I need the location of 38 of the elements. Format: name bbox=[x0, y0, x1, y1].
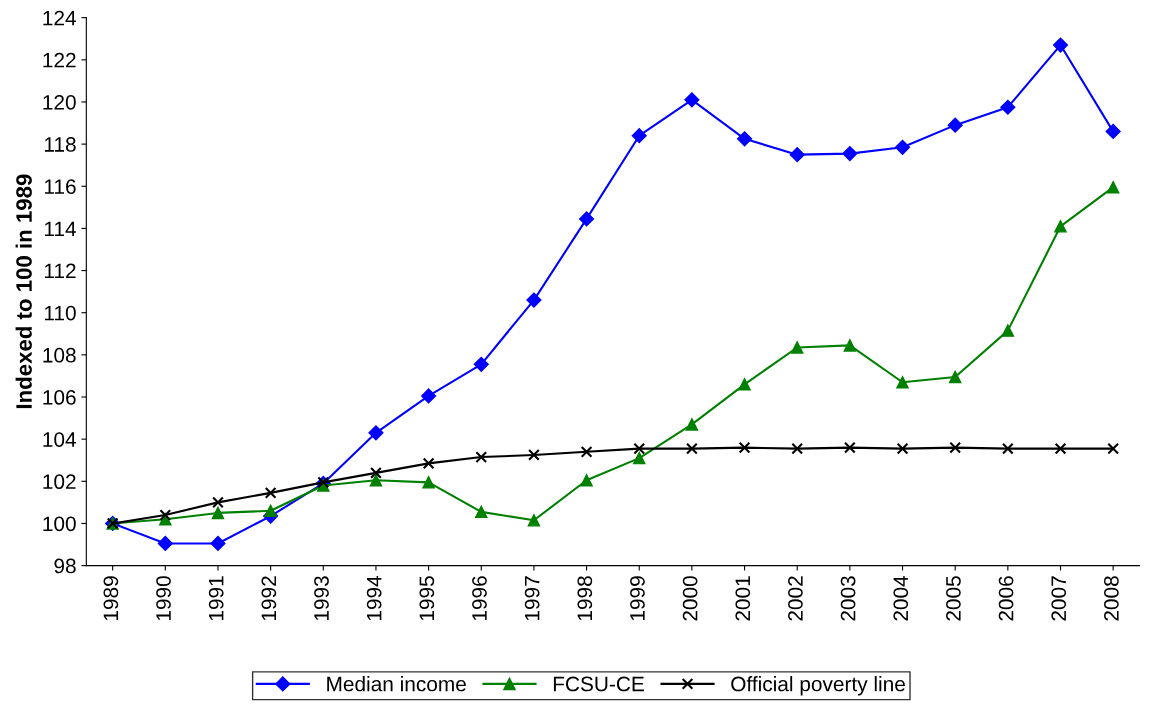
x-tick-label: 2002 bbox=[788, 576, 803, 621]
x-tick-label: 2000 bbox=[682, 576, 698, 621]
x-tick-label: 2006 bbox=[998, 576, 1014, 621]
y-tick-label: 100 bbox=[43, 516, 76, 532]
y-tick-label: 124 bbox=[43, 10, 76, 26]
x-tick-label: 1992 bbox=[261, 576, 277, 621]
legend-label: FCSU-CE bbox=[553, 676, 644, 692]
legend-label: Median income bbox=[327, 676, 466, 692]
x-tick-label: 2003 bbox=[840, 576, 856, 621]
y-tick-label: 104 bbox=[43, 432, 76, 447]
x-tick-label: 2004 bbox=[893, 575, 909, 621]
x-tick-label: 2001 bbox=[735, 576, 751, 621]
x-tick-label: 2005 bbox=[946, 576, 961, 621]
y-tick-label: 102 bbox=[43, 474, 76, 490]
y-tick-label: 120 bbox=[43, 94, 76, 110]
x-tick-label: 1994 bbox=[366, 575, 382, 621]
y-tick-label: 122 bbox=[43, 52, 76, 68]
legend-label: Official poverty line bbox=[731, 676, 905, 696]
x-tick-label: 1997 bbox=[524, 576, 540, 621]
y-tick-label: 112 bbox=[44, 263, 76, 279]
x-tick-label: 1996 bbox=[472, 576, 487, 621]
x-tick-label: 1991 bbox=[208, 576, 224, 621]
x-tick-label: 2008 bbox=[1104, 576, 1119, 621]
y-tick-label: 108 bbox=[43, 347, 76, 363]
x-tick-label: 1998 bbox=[577, 576, 593, 621]
y-tick-label: 98 bbox=[54, 558, 76, 574]
x-tick-label: 1989 bbox=[103, 576, 119, 621]
x-tick-label: 2007 bbox=[1051, 576, 1067, 621]
y-tick-label: 114 bbox=[44, 221, 76, 236]
y-tick-label: 106 bbox=[43, 390, 76, 405]
y-tick-label: 110 bbox=[44, 305, 76, 321]
x-tick-label: 1995 bbox=[419, 576, 435, 621]
y-axis-title: Indexed to 100 in 1989 bbox=[15, 174, 32, 409]
y-tick-label: 118 bbox=[44, 137, 76, 152]
x-tick-label: 1993 bbox=[314, 576, 329, 621]
y-tick-label: 116 bbox=[44, 179, 76, 195]
x-tick-label: 1990 bbox=[156, 576, 171, 621]
x-tick-label: 1999 bbox=[630, 576, 645, 621]
